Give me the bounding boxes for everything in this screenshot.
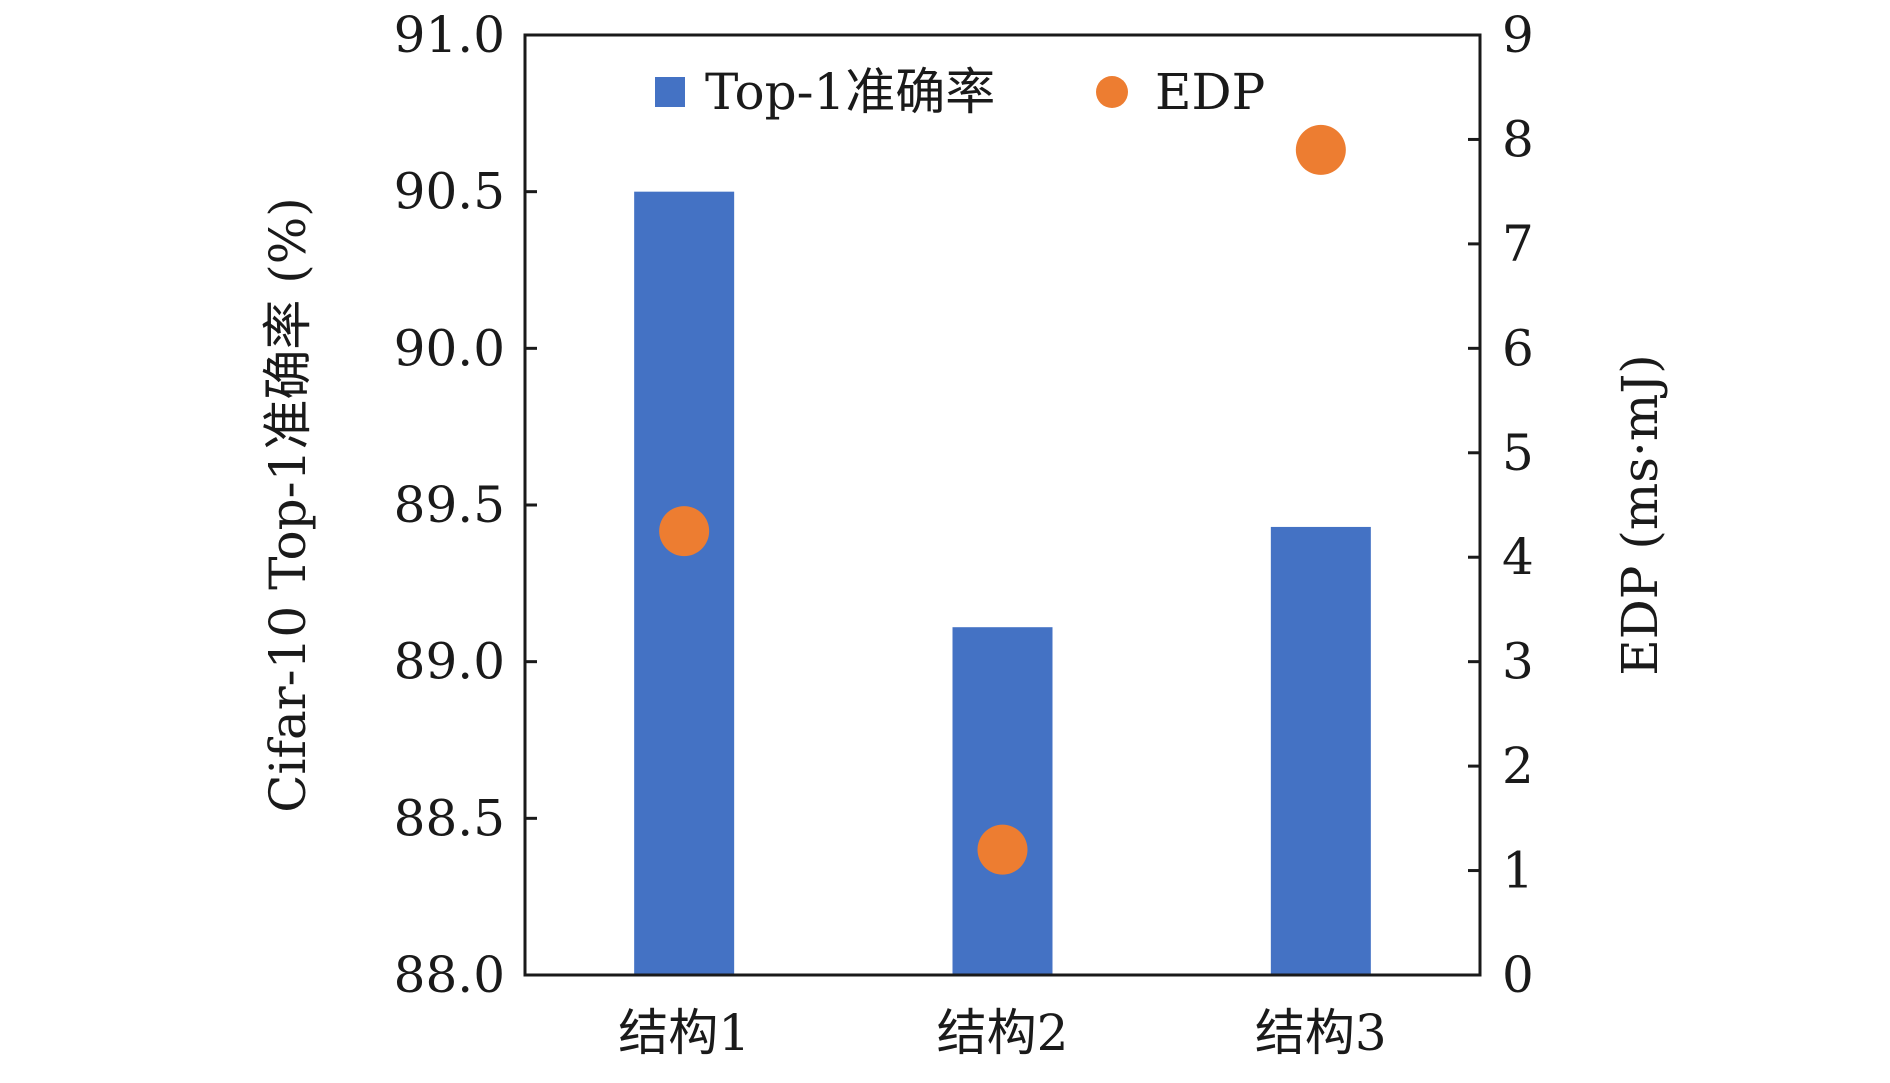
left-tick-label: 90.5 (394, 163, 505, 221)
y-axis-title: Cifar-10 Top-1准确率 (%) (259, 197, 317, 813)
edp-point-1 (659, 506, 710, 557)
right-tick-label: 8 (1502, 110, 1534, 168)
right-tick-label: 3 (1502, 633, 1534, 691)
x-tick-label: 结构3 (1255, 1004, 1387, 1062)
legend-label-bar: Top-1准确率 (705, 63, 995, 121)
x-tick-label: 结构1 (618, 1004, 750, 1062)
right-axis-ticks: 0 1 2 3 4 5 6 7 8 9 (1468, 6, 1534, 1004)
right-tick-label: 1 (1502, 842, 1534, 900)
bars-layer (634, 191, 1371, 975)
legend-label-dot: EDP (1155, 63, 1265, 121)
right-tick-label: 6 (1502, 319, 1534, 377)
left-axis-ticks: 88.0 88.5 89.0 89.5 90.0 90.5 91.0 (394, 6, 537, 1004)
bar-2 (952, 627, 1053, 975)
right-tick-label: 4 (1502, 528, 1534, 586)
right-tick-label: 2 (1502, 737, 1534, 795)
legend: Top-1准确率 EDP (655, 63, 1265, 121)
edp-point-2 (977, 824, 1028, 875)
left-tick-label: 90.0 (394, 319, 505, 377)
y2-axis-title: EDP (ms·mJ) (1611, 354, 1669, 676)
bar-1 (634, 191, 735, 975)
left-tick-label: 89.0 (394, 633, 505, 691)
legend-swatch-bar (655, 77, 685, 107)
right-tick-label: 5 (1502, 424, 1534, 482)
edp-point-3 (1295, 124, 1346, 175)
right-tick-label: 0 (1502, 946, 1534, 1004)
right-tick-label: 7 (1502, 215, 1534, 273)
x-axis-ticks: 结构1 结构2 结构3 (618, 1004, 1386, 1062)
left-tick-label: 88.5 (394, 789, 505, 847)
left-tick-label: 91.0 (394, 6, 505, 64)
right-tick-label: 9 (1502, 6, 1534, 64)
legend-swatch-dot (1096, 76, 1128, 108)
left-tick-label: 88.0 (394, 946, 505, 1004)
points-layer (659, 124, 1346, 875)
bar-3 (1270, 526, 1371, 975)
left-tick-label: 89.5 (394, 476, 505, 534)
x-tick-label: 结构2 (937, 1004, 1069, 1062)
